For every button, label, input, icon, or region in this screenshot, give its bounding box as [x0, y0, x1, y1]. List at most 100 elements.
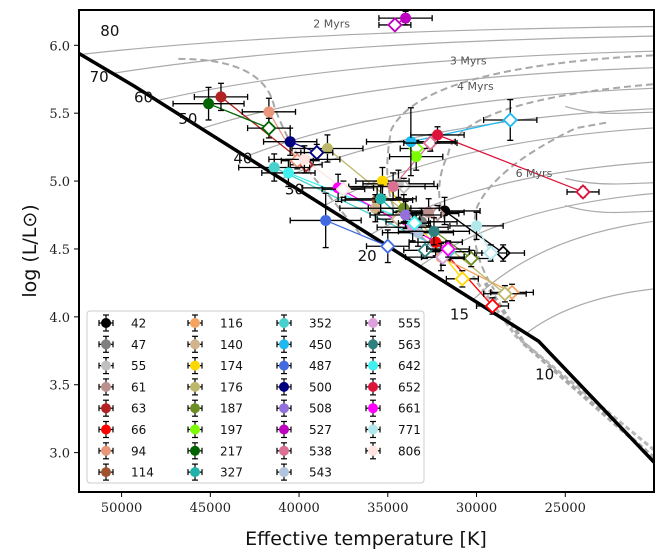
legend-label: 450 [309, 338, 332, 352]
spectroscopic-point [298, 153, 310, 165]
star-450 [365, 98, 538, 177]
data-points [172, 10, 600, 315]
spectroscopic-point [282, 167, 294, 179]
spectroscopic-point [428, 225, 440, 237]
legend-marker [368, 424, 378, 435]
legend-item-563: 563 [365, 335, 421, 353]
legend-label: 555 [398, 317, 421, 331]
x-tick-label: 30000 [456, 501, 497, 516]
legend-item-527: 527 [276, 420, 332, 439]
isochrone-label: 4 Myrs [457, 80, 494, 93]
isochrone [386, 54, 654, 226]
evolutionary-track [112, 35, 654, 75]
legend-item-771: 771 [365, 420, 421, 439]
spectroscopic-point [215, 91, 227, 103]
legend-marker [101, 339, 111, 350]
legend-item-217: 217 [187, 442, 243, 460]
legend-label: 42 [131, 317, 146, 331]
mass-label: 30 [285, 181, 304, 199]
legend-marker [190, 403, 200, 414]
legend-marker [101, 381, 111, 392]
evolutionary-track [323, 127, 654, 207]
legend-label: 543 [309, 466, 332, 480]
legend-item-555: 555 [365, 314, 421, 332]
legend-marker [101, 318, 111, 328]
plot-frame [78, 9, 655, 493]
star-487 [289, 192, 410, 264]
legend-item-66: 66 [98, 420, 146, 439]
evolutionary-track [281, 108, 654, 180]
connector-487 [325, 219, 389, 247]
x-tick-label: 40000 [278, 501, 319, 516]
legend-marker [368, 318, 378, 328]
legend-item-806: 806 [365, 442, 421, 460]
legend-marker [368, 339, 378, 350]
spectroscopic-point [284, 136, 296, 148]
legend-item-187: 187 [187, 399, 243, 417]
evolutionary-diamond [502, 112, 519, 128]
connector-652 [437, 134, 584, 193]
x-tick-label: 45000 [190, 501, 231, 516]
y-axis-label: log (L/L⊙) [19, 204, 41, 297]
spectroscopic-point [387, 181, 399, 193]
mass-label: 40 [233, 149, 252, 167]
evolutionary-track-hook [565, 177, 654, 185]
evolutionary-diamond [261, 120, 277, 136]
evolutionary-track [525, 288, 654, 334]
x-axis-label: Effective temperature [K] [245, 528, 487, 550]
evolutionary-diamond [380, 238, 396, 255]
legend-marker [101, 403, 111, 414]
connector-217 [208, 103, 270, 129]
legend-marker [190, 467, 200, 478]
legend-item-116: 116 [187, 314, 243, 332]
legend-marker [190, 339, 200, 350]
legend-label: 327 [220, 466, 243, 480]
legend-item-63: 63 [98, 399, 146, 417]
star-55 [362, 169, 435, 199]
evolutionary-diamond [417, 242, 433, 259]
legend-label: 352 [309, 317, 332, 331]
zams-curve [79, 51, 654, 464]
evolutionary-track [80, 25, 654, 56]
evolutionary-diamond [422, 135, 439, 151]
isochrone [438, 83, 654, 220]
evolutionary-diamond [387, 17, 403, 33]
axes: 50000 45000 40000 35000 30000 25000 3.0 3.5 4.0 4… [49, 39, 586, 516]
star-652 [410, 126, 600, 200]
legend-item-500: 500 [276, 378, 332, 396]
legend-marker [279, 445, 289, 456]
legend-label: 508 [309, 402, 332, 416]
legend-marker [101, 467, 111, 478]
legend-label: 176 [220, 380, 243, 394]
evolutionary-diamond [440, 241, 456, 257]
legend-item-42: 42 [98, 314, 146, 332]
legend-marker [279, 318, 289, 328]
legend-label: 500 [309, 380, 332, 394]
star-508 [369, 200, 442, 230]
spectroscopic-point [430, 236, 442, 248]
legend-item-352: 352 [276, 314, 332, 332]
spectroscopic-point [376, 175, 388, 187]
legend-label: 114 [131, 466, 154, 480]
isochrone [473, 121, 607, 291]
isochrone [178, 57, 362, 237]
star-806 [268, 145, 366, 199]
legend-item-197: 197 [187, 420, 243, 439]
legend-marker [190, 424, 200, 435]
isochrone-band [471, 275, 654, 452]
legend-label: 140 [220, 338, 243, 352]
y-tick-label: 5.0 [49, 175, 70, 190]
legend-item-487: 487 [276, 357, 332, 375]
star-217 [172, 86, 291, 139]
legend-marker [101, 424, 111, 435]
annotations: 80 70 60 50 40 30 20 15 10 2 Myrs 3 Myrs 4 Myrs 6 My… [90, 18, 555, 384]
mass-label: 10 [535, 365, 554, 383]
evolutionary-track-hook [565, 204, 654, 214]
spectroscopic-point [431, 129, 443, 141]
legend-marker [279, 339, 289, 350]
y-tick-label: 3.5 [49, 379, 70, 394]
legend-label: 61 [131, 380, 146, 394]
legend: 42 47 55 61 63 66 94 114 116 140 174 176 187 197 217 32… [86, 310, 425, 484]
legend-label: 47 [131, 338, 146, 352]
x-tick-label: 35000 [367, 501, 408, 516]
